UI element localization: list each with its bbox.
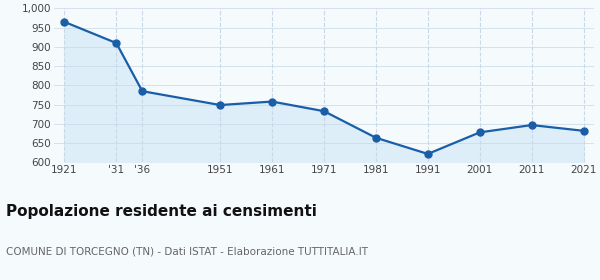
Text: Popolazione residente ai censimenti: Popolazione residente ai censimenti <box>6 204 317 220</box>
Text: COMUNE DI TORCEGNO (TN) - Dati ISTAT - Elaborazione TUTTITALIA.IT: COMUNE DI TORCEGNO (TN) - Dati ISTAT - E… <box>6 246 368 256</box>
